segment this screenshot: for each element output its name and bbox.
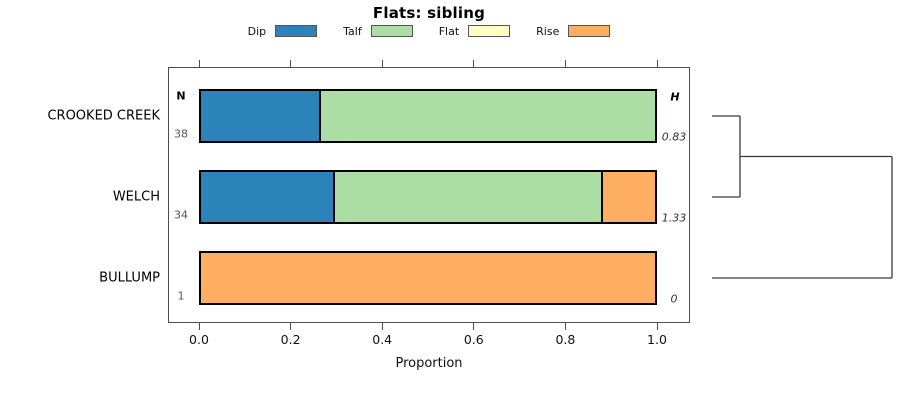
axis-tick [656, 60, 658, 67]
h-value: 0 [670, 292, 678, 306]
legend-swatch-talf-icon [370, 25, 413, 37]
h-value: 0.83 [661, 130, 687, 144]
x-tick-label: 0.4 [372, 332, 393, 347]
legend-item-flat: Flat [438, 24, 511, 38]
h-value: 1.33 [661, 211, 687, 225]
axis-tick [198, 323, 200, 330]
legend-label: Rise [536, 24, 560, 38]
legend: Dip Talf Flat Rise [168, 23, 690, 39]
legend-swatch-dip-icon [275, 25, 318, 37]
axis-tick [381, 60, 383, 67]
bar-segment-rise [600, 172, 655, 222]
h-column-header: H [670, 90, 680, 104]
chart-title: Flats: sibling [372, 4, 486, 22]
n-value: 1 [177, 289, 185, 303]
legend-item-dip: Dip [248, 25, 318, 38]
legend-label: Dip [247, 24, 267, 38]
legend-item-rise: Rise [536, 24, 611, 38]
category-label: BULLUMP [99, 270, 160, 286]
x-tick-label: 0.6 [463, 332, 484, 347]
legend-swatch-rise-icon [568, 25, 611, 37]
legend-label: Flat [438, 24, 460, 38]
legend-item-talf: Talf [343, 25, 413, 38]
bar-row-welch [199, 170, 657, 224]
n-column-header: N [176, 89, 186, 103]
axis-tick [290, 323, 292, 330]
x-tick-label: 0.2 [280, 332, 301, 347]
axis-tick [381, 323, 383, 330]
bar-segment-talf [319, 91, 655, 141]
axis-tick [473, 60, 475, 67]
dendrogram-lines [712, 115, 893, 279]
axis-tick [564, 323, 566, 330]
x-tick-label: 0.8 [555, 332, 576, 347]
category-label: WELCH [112, 189, 160, 205]
axis-tick [198, 60, 200, 67]
legend-label: Talf [343, 24, 362, 38]
bar-segment-talf [332, 172, 601, 222]
n-value: 38 [174, 127, 188, 141]
bar-segment-dip [201, 172, 333, 222]
bar-segment-rise [201, 253, 655, 303]
axis-tick [656, 323, 658, 330]
x-tick-label: 1.0 [647, 332, 667, 347]
bar-row-bullump [199, 251, 657, 305]
bar-segment-dip [201, 91, 320, 141]
x-tick-label: 0.0 [189, 332, 209, 347]
legend-swatch-flat-icon [468, 25, 511, 37]
axis-tick [290, 60, 292, 67]
axis-tick [564, 60, 566, 67]
x-axis-label: Proportion [395, 356, 463, 371]
category-label: CROOKED CREEK [47, 108, 160, 124]
bar-row-crooked-creek [199, 89, 657, 143]
axis-tick [473, 323, 475, 330]
n-value: 34 [174, 208, 188, 222]
